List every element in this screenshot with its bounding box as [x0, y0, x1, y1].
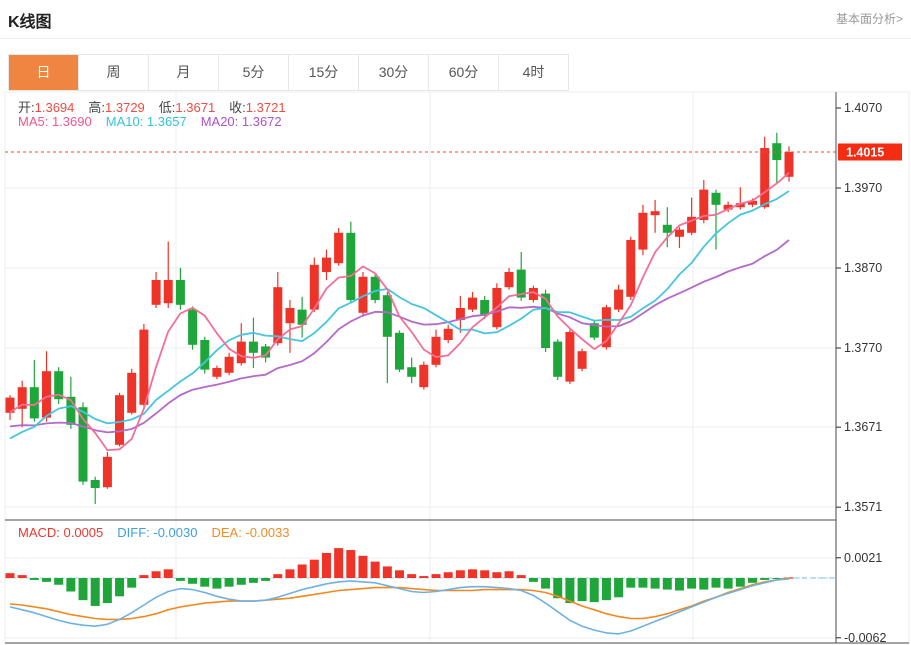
- svg-text:-0.0062: -0.0062: [844, 631, 886, 645]
- readout-label: DIFF:: [117, 525, 154, 540]
- readout-value: -0.0033: [245, 525, 290, 540]
- readout-label: 低:: [158, 100, 176, 115]
- tab-周[interactable]: 周: [79, 55, 149, 90]
- axis-lines: [5, 92, 909, 644]
- readout-label: 高:: [88, 100, 106, 115]
- timeframe-tabbar: 日周月 5分 15分 30分 60分 4时: [8, 54, 569, 91]
- readout-value: 1.3721: [245, 100, 286, 115]
- readout-label: MACD:: [18, 525, 64, 540]
- readout-label: MA5:: [18, 114, 52, 129]
- ma10-line: [9, 190, 790, 440]
- readout-value: 1.3690: [51, 114, 92, 129]
- readout-value: 1.3672: [241, 114, 282, 129]
- fundamental-analysis-link[interactable]: 基本面分析>: [835, 12, 903, 26]
- svg-text:1.4015: 1.4015: [846, 146, 884, 160]
- price-axis-labels: 1.4070 1.3970 1.3870 1.3770 1.3671 1.3571 0.00…: [836, 101, 886, 645]
- svg-text:1.3671: 1.3671: [844, 420, 882, 434]
- tab-4时[interactable]: 4时: [499, 55, 568, 90]
- diff-line: [9, 578, 790, 635]
- readout-value: 1.3729: [105, 100, 145, 115]
- tab-月[interactable]: 月: [149, 55, 219, 90]
- readout-label: MA20:: [200, 114, 242, 129]
- svg-text:1.4070: 1.4070: [844, 101, 882, 115]
- tab-15分[interactable]: 15分: [289, 55, 359, 90]
- tab-5分[interactable]: 5分: [219, 55, 289, 90]
- macd-readout: MACD: 0.0005 DIFF: -0.0030 DEA: -0.0033: [18, 525, 304, 540]
- tab-30分[interactable]: 30分: [359, 55, 429, 90]
- readout-label: MA10:: [105, 114, 147, 129]
- svg-text:0.0021: 0.0021: [844, 551, 882, 565]
- tab-日[interactable]: 日: [9, 55, 79, 90]
- title-divider: [0, 38, 911, 39]
- svg-text:1.3770: 1.3770: [844, 341, 882, 355]
- tab-60分[interactable]: 60分: [429, 55, 499, 90]
- readout-value: 1.3657: [146, 114, 187, 129]
- svg-text:1.3970: 1.3970: [844, 181, 882, 195]
- ma5-line: [9, 172, 790, 452]
- ma-readout: MA5: 1.3690 MA10: 1.3657 MA20: 1.3672: [18, 114, 296, 129]
- readout-value: -0.0030: [153, 525, 198, 540]
- readout-value: 1.3671: [175, 100, 216, 115]
- last-price-tag: 1.4015: [838, 143, 902, 161]
- readout-value: 0.0005: [63, 525, 104, 540]
- svg-text:1.3571: 1.3571: [844, 500, 882, 514]
- page-title: K线图: [8, 14, 52, 31]
- dea-line: [9, 577, 790, 621]
- readout-label: 收:: [229, 100, 246, 115]
- readout-value: 1.3694: [34, 100, 75, 115]
- ohlc-readout: 开:1.3694 高:1.3729 低:1.3671 收:1.3721: [18, 97, 300, 116]
- svg-text:1.3870: 1.3870: [844, 261, 882, 275]
- readout-label: DEA:: [211, 525, 246, 540]
- readout-label: 开:: [18, 100, 35, 115]
- grid-layer: [5, 92, 836, 641]
- macd-histogram: [5, 548, 794, 606]
